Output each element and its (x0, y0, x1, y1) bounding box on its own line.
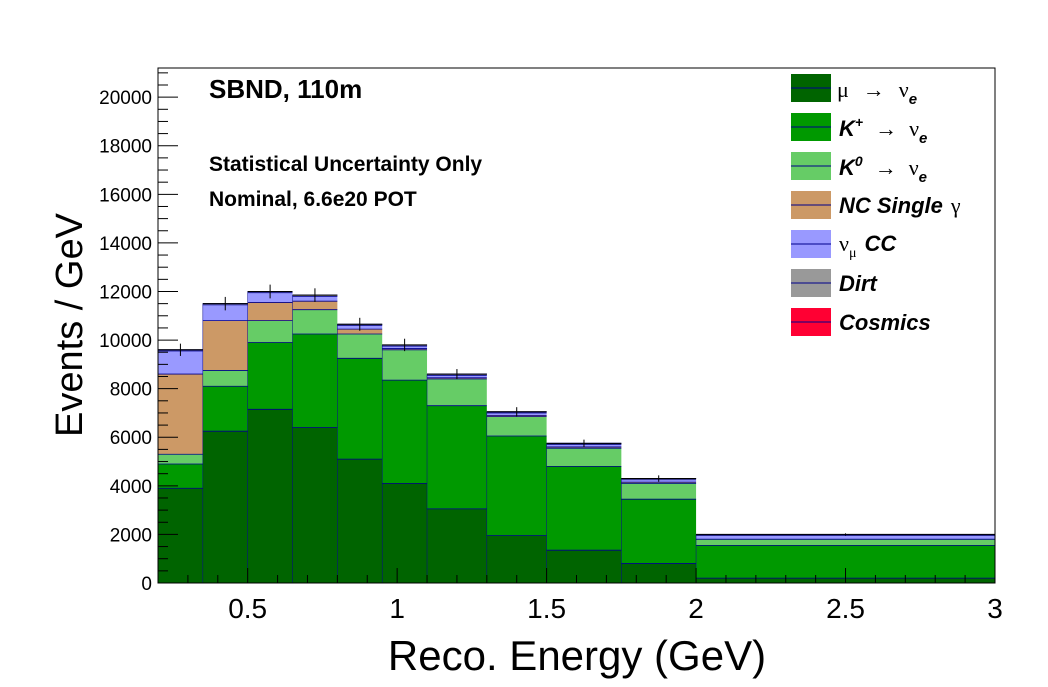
bar-k0-e-bin-2 (247, 320, 293, 343)
legend-label-numu-cc: νμ CC (839, 231, 897, 261)
bar-k0-e-bin-3 (292, 309, 338, 335)
bars-layer (157, 291, 995, 583)
y-tick-label: 10000 (99, 331, 152, 352)
y-tick-label: 2000 (110, 525, 152, 546)
bar-k0-e-bin-6 (427, 378, 487, 406)
y-axis-label: Events / GeV (49, 212, 91, 437)
bar-k-e-bin-0 (158, 463, 203, 489)
bar--e-bin-9 (621, 563, 697, 583)
bar--e-bin-0 (158, 488, 203, 583)
x-tick-label: 2.5 (826, 593, 865, 624)
y-tick-label: 8000 (110, 380, 152, 401)
bar-k0-e-bin-0 (158, 454, 203, 464)
bar-k0-e-bin-8 (546, 448, 622, 467)
x-tick-label: 0.5 (228, 593, 267, 624)
bar--e-bin-2 (247, 409, 293, 583)
bar-nc-single--bin-9 (621, 482, 697, 484)
bar-nc-single--bin-4 (337, 329, 383, 335)
bar-k-e-bin-1 (202, 386, 248, 432)
legend-label-dirt: Dirt (839, 271, 879, 296)
y-tick-label: 0 (141, 574, 152, 595)
bar--e-bin-6 (427, 508, 487, 583)
legend-label-mu-nue: μ → νe (837, 77, 917, 108)
bar-k0-e-bin-7 (486, 416, 547, 437)
legend-label-cosmics: Cosmics (839, 310, 931, 335)
bar-k-e-bin-9 (621, 499, 697, 564)
bar-k-e-bin-5 (382, 380, 428, 484)
chart-title: SBND, 110m (209, 74, 362, 104)
bar--cc-bin-10 (696, 535, 995, 540)
y-tick-label: 20000 (99, 88, 152, 109)
bar--e-bin-5 (382, 483, 428, 583)
x-tick-label: 1 (389, 593, 405, 624)
chart-subtitle-uncertainty: Statistical Uncertainty Only (209, 153, 482, 176)
axes-layer: 0 2000 4000 6000 8000 10000 12000 14000 16000 180… (99, 72, 1003, 624)
y-tick-label: 6000 (110, 428, 152, 449)
bar-k0-e-bin-9 (621, 483, 697, 500)
bar--cc-bin-1 (202, 304, 248, 321)
y-tick-label: 14000 (99, 234, 152, 255)
bar-nc-single--bin-1 (202, 320, 248, 371)
bar-k0-e-bin-10 (696, 539, 995, 546)
legend-label-k0-nue: K0 → νe (839, 153, 927, 186)
bar-nc-single--bin-0 (158, 374, 203, 455)
legend-label-kplus-nue: K+ → νe (839, 114, 927, 147)
bar-k-e-bin-3 (292, 334, 338, 428)
bar--e-bin-8 (546, 550, 622, 583)
chart-subtitle-pot: Nominal, 6.6e20 POT (209, 188, 417, 211)
bar-k-e-bin-6 (427, 405, 487, 509)
x-tick-label: 3 (987, 593, 1003, 624)
bar-k-e-bin-2 (247, 342, 293, 410)
bar-nc-single--bin-2 (247, 302, 293, 321)
y-tick-label: 18000 (99, 137, 152, 158)
x-tick-label: 2 (688, 593, 704, 624)
bar--e-bin-3 (292, 427, 338, 583)
bar--cc-bin-0 (158, 351, 203, 375)
y-tick-label: 16000 (99, 185, 152, 206)
bar-k0-e-bin-4 (337, 334, 383, 359)
x-axis-label: Reco. Energy (GeV) (388, 632, 766, 679)
x-tick-label: 1.5 (527, 593, 566, 624)
bar-nc-single--bin-3 (292, 301, 338, 310)
legend-label-nc-single-gamma: NC Single γ (839, 193, 961, 218)
bar-k-e-bin-8 (546, 466, 622, 551)
bar--e-bin-4 (337, 459, 383, 583)
bar--e-bin-1 (202, 431, 248, 583)
bar-k0-e-bin-5 (382, 349, 428, 381)
y-tick-label: 4000 (110, 477, 152, 498)
error-bars-layer (158, 284, 995, 536)
legend: μ → νe K+ → νe K0 → νe NC Single γ νμ CC Dirt Co… (791, 74, 961, 336)
bar-k-e-bin-4 (337, 358, 383, 460)
y-tick-label: 12000 (99, 282, 152, 303)
bar-nc-single--bin-8 (546, 446, 622, 449)
bar-k-e-bin-7 (486, 436, 547, 536)
bar-k0-e-bin-1 (202, 370, 248, 387)
